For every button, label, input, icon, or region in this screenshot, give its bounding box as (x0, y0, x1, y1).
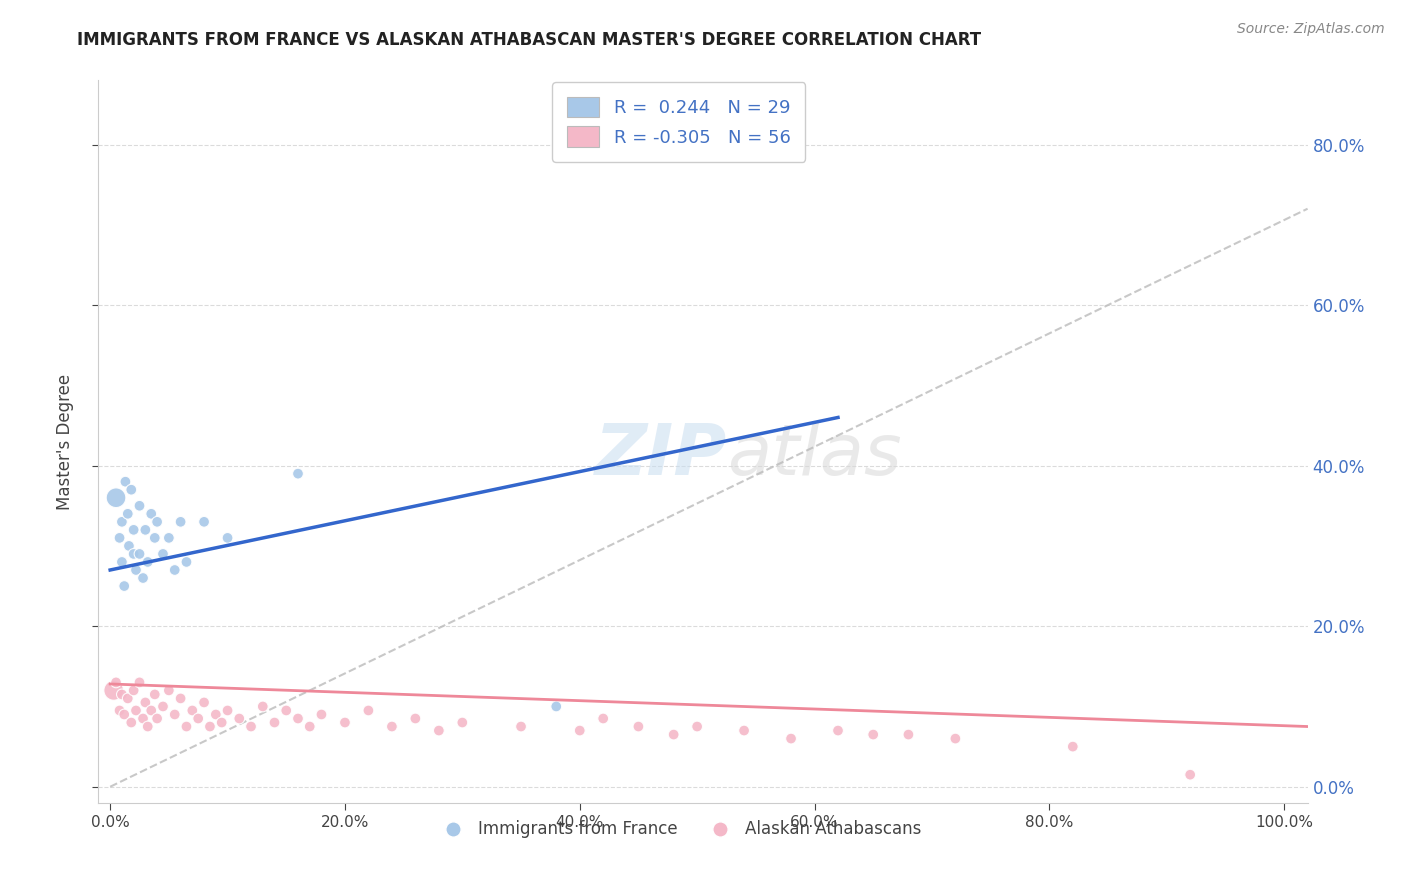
Point (128, 547, 150, 561)
Point (510, 719, 533, 733)
Point (157, 531, 180, 545)
Point (228, 712, 250, 726)
Point (141, 507, 163, 521)
Text: ZIP: ZIP (595, 422, 727, 491)
Point (120, 483, 142, 497)
Point (1062, 739, 1084, 754)
Point (152, 547, 174, 561)
Text: atlas: atlas (727, 422, 901, 491)
Point (187, 712, 209, 726)
Point (686, 719, 709, 733)
Point (827, 723, 849, 738)
Point (176, 555, 198, 569)
Point (333, 715, 356, 730)
Point (136, 555, 159, 569)
Point (111, 515, 134, 529)
Point (118, 539, 141, 553)
Point (276, 703, 298, 717)
Point (128, 675, 150, 690)
Text: IMMIGRANTS FROM FRANCE VS ALASKAN ATHABASCAN MASTER'S DEGREE CORRELATION CHART: IMMIGRANTS FROM FRANCE VS ALASKAN ATHABA… (77, 31, 981, 49)
Point (105, 491, 128, 505)
Point (193, 696, 215, 710)
Point (125, 563, 148, 577)
Point (169, 691, 191, 706)
Y-axis label: Master's Degree: Master's Degree (56, 374, 75, 509)
Point (125, 703, 148, 717)
Point (146, 712, 169, 726)
Point (111, 687, 134, 701)
Point (568, 723, 591, 738)
Point (592, 712, 614, 726)
Point (132, 712, 155, 726)
Point (404, 712, 426, 726)
Point (733, 723, 755, 738)
Point (163, 707, 186, 722)
Point (105, 675, 128, 690)
Point (134, 523, 156, 537)
Point (627, 719, 650, 733)
Point (143, 687, 166, 701)
Point (198, 719, 221, 733)
Point (120, 715, 142, 730)
Point (252, 699, 274, 714)
Point (111, 555, 134, 569)
Point (112, 579, 135, 593)
Point (108, 531, 131, 545)
Point (108, 703, 131, 717)
Point (132, 571, 155, 585)
Point (122, 547, 145, 561)
Point (381, 719, 404, 733)
Point (112, 707, 135, 722)
Point (204, 707, 226, 722)
Point (122, 683, 145, 698)
Point (211, 715, 233, 730)
Point (122, 523, 145, 537)
Point (117, 691, 139, 706)
Point (157, 683, 180, 698)
Point (103, 683, 125, 698)
Point (146, 515, 169, 529)
Point (152, 699, 174, 714)
Text: Source: ZipAtlas.com: Source: ZipAtlas.com (1237, 22, 1385, 37)
Point (298, 719, 321, 733)
Point (862, 728, 884, 742)
Point (287, 467, 309, 481)
Point (114, 475, 136, 489)
Point (128, 499, 150, 513)
Point (163, 563, 186, 577)
Point (176, 719, 198, 733)
Point (546, 699, 568, 714)
Point (945, 731, 967, 746)
Point (1180, 767, 1202, 781)
Point (287, 712, 309, 726)
Point (662, 728, 685, 742)
Point (136, 719, 159, 733)
Legend: Immigrants from France, Alaskan Athabascans: Immigrants from France, Alaskan Athabasc… (430, 814, 928, 845)
Point (134, 696, 156, 710)
Point (240, 719, 263, 733)
Point (311, 707, 333, 722)
Point (263, 715, 285, 730)
Point (181, 703, 204, 717)
Point (897, 728, 920, 742)
Point (117, 507, 139, 521)
Point (427, 723, 450, 738)
Point (143, 531, 166, 545)
Point (217, 531, 239, 545)
Point (217, 703, 239, 717)
Point (357, 703, 380, 717)
Point (141, 703, 163, 717)
Point (451, 715, 474, 730)
Point (780, 731, 803, 746)
Point (169, 515, 191, 529)
Point (193, 515, 215, 529)
